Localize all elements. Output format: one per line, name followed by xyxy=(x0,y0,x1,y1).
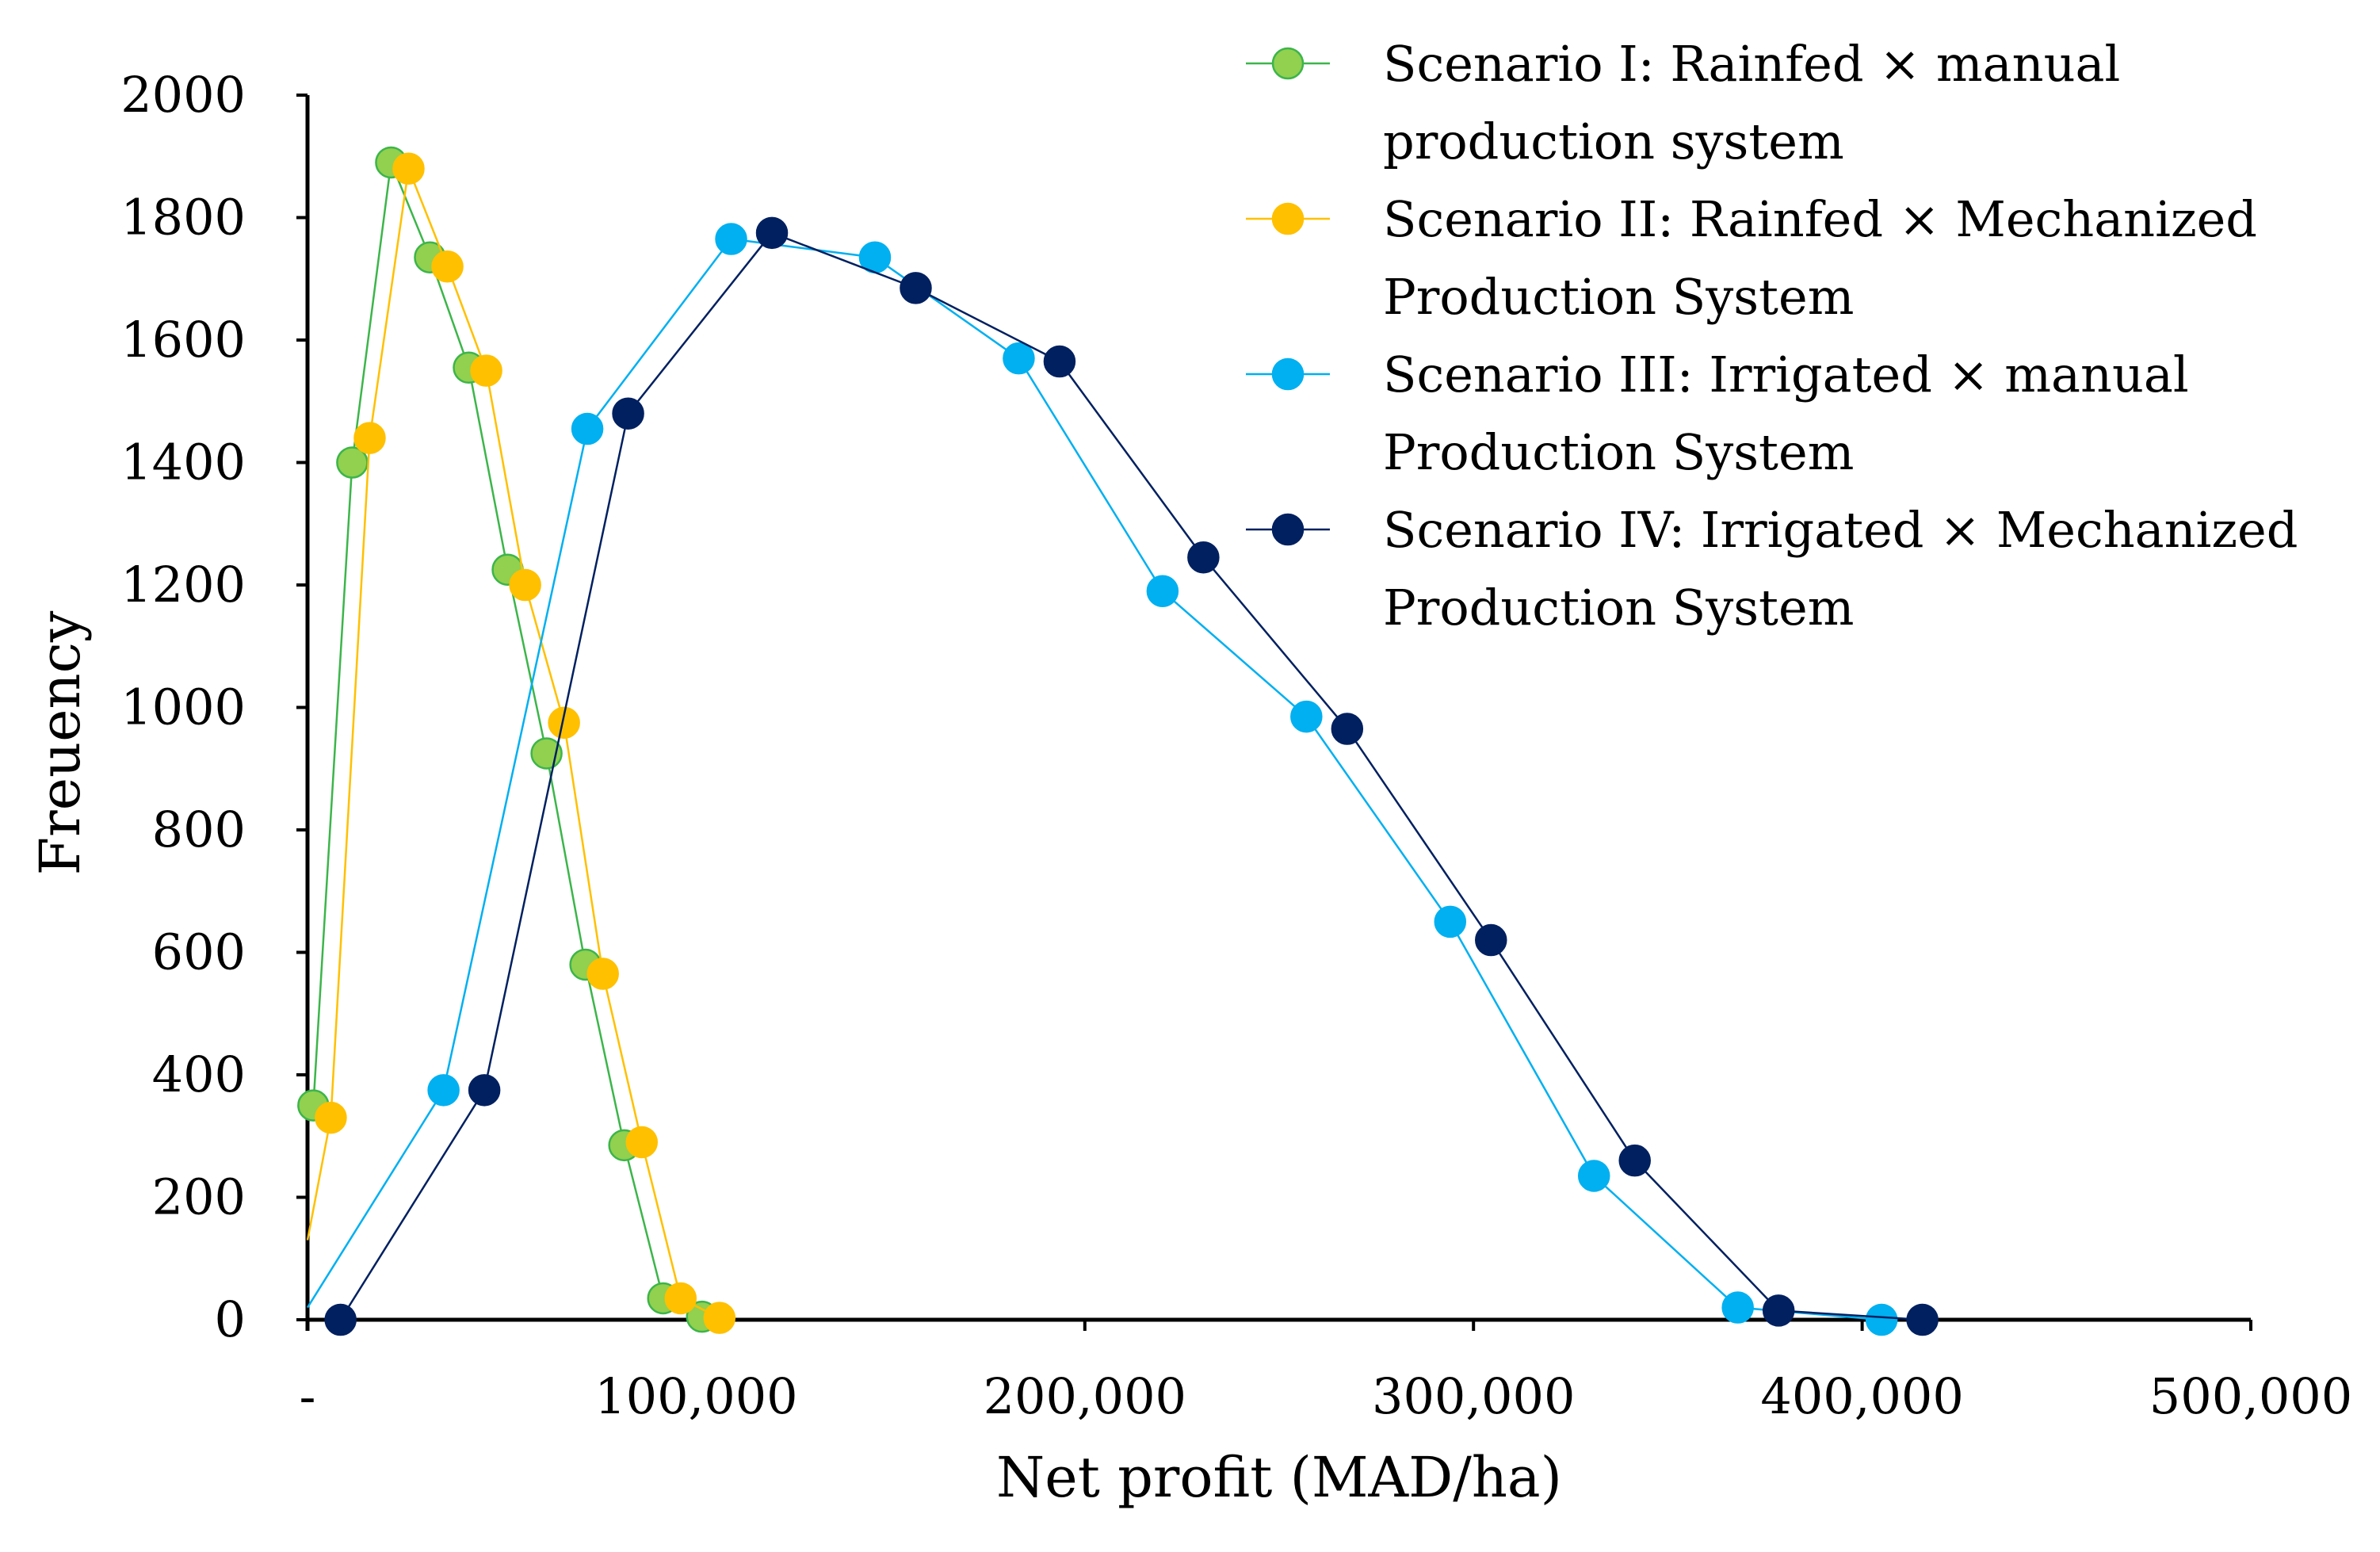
data-point xyxy=(1043,345,1076,378)
x-axis-title: Net profit (MAD/ha) xyxy=(996,1445,1562,1510)
data-point xyxy=(1762,1294,1795,1327)
y-tick-label: 200 xyxy=(152,1168,246,1226)
legend-label: Scenario II: Rainfed × Mechanized xyxy=(1383,190,2257,248)
y-tick-label: 1600 xyxy=(120,311,246,369)
x-tick-label: 400,000 xyxy=(1760,1367,1963,1425)
legend-marker-swatch xyxy=(1271,202,1305,235)
legend-entry-3: Scenario III: Irrigated × manual Producti… xyxy=(1246,346,2189,481)
data-point xyxy=(1187,541,1220,574)
y-tick-label: 400 xyxy=(152,1045,246,1103)
x-tick-label: 500,000 xyxy=(2149,1367,2352,1425)
legend-label: production system xyxy=(1383,113,1844,170)
data-point xyxy=(900,272,932,304)
legend-entry-4: Scenario IV: Irrigated × Mechanized Produ… xyxy=(1246,501,2298,636)
data-point xyxy=(1331,713,1364,745)
data-point xyxy=(1434,905,1467,938)
data-point xyxy=(427,1074,460,1107)
series-line xyxy=(306,167,720,1319)
data-point xyxy=(1721,1291,1754,1324)
legend-marker-swatch xyxy=(1271,513,1305,546)
legend-label: Scenario IV: Irrigated × Mechanized xyxy=(1383,501,2298,559)
data-point xyxy=(703,1302,736,1334)
y-tick-label: 800 xyxy=(152,801,246,858)
data-point xyxy=(1618,1144,1651,1177)
data-point xyxy=(324,1303,357,1336)
data-point xyxy=(1475,923,1507,957)
data-point xyxy=(1146,575,1179,607)
y-tick-label: 2000 xyxy=(120,66,246,124)
series-layer xyxy=(297,146,1939,1336)
data-point xyxy=(612,397,644,430)
data-point xyxy=(1865,1303,1898,1336)
data-point xyxy=(664,1282,697,1315)
legend-marker-swatch xyxy=(1271,47,1305,80)
series-1 xyxy=(297,146,719,1333)
x-tick-label: 300,000 xyxy=(1372,1367,1575,1425)
y-tick-label: 1400 xyxy=(120,434,246,491)
data-point xyxy=(530,737,563,770)
series-line xyxy=(306,161,703,1318)
legend-label: Production System xyxy=(1383,268,1854,326)
data-point xyxy=(468,1074,501,1107)
data-point xyxy=(571,412,604,445)
legend-entry-2: Scenario II: Rainfed × Mechanized Product… xyxy=(1246,190,2257,326)
data-point xyxy=(1003,342,1035,375)
y-tick-label: 1800 xyxy=(120,189,246,247)
y-tick-label: 600 xyxy=(152,923,246,981)
x-tick-label: - xyxy=(300,1367,316,1425)
axes: 0 200 400 600 800 1000 1200 1400 1600 1800 2000 - 10… xyxy=(28,66,2352,1510)
legend-label: Production System xyxy=(1383,579,1854,636)
series-3 xyxy=(306,223,1898,1336)
data-point xyxy=(1577,1160,1610,1192)
data-point xyxy=(755,216,789,250)
data-point xyxy=(431,250,464,283)
data-point xyxy=(625,1126,658,1159)
y-tick-label: 0 xyxy=(215,1290,246,1348)
data-point xyxy=(470,354,502,387)
series-4 xyxy=(324,216,1939,1336)
data-point xyxy=(586,958,619,990)
data-point xyxy=(715,223,747,255)
y-tick-label: 1000 xyxy=(120,679,246,736)
y-tick-label: 1200 xyxy=(120,556,246,614)
series-line xyxy=(339,231,1923,1321)
data-point xyxy=(509,568,541,602)
legend-label: Scenario III: Irrigated × manual xyxy=(1383,346,2189,403)
legend: Scenario I: Rainfed × manual production s… xyxy=(1246,35,2298,636)
data-point xyxy=(315,1101,347,1134)
x-tick-label: 100,000 xyxy=(594,1367,797,1425)
data-point xyxy=(1906,1303,1939,1336)
data-point xyxy=(336,446,369,479)
data-point xyxy=(392,152,425,185)
legend-label: Production System xyxy=(1383,423,1854,481)
y-axis-title: Freuency xyxy=(28,610,93,875)
legend-marker-swatch xyxy=(1271,357,1305,391)
data-point xyxy=(1290,700,1323,733)
legend-label: Scenario I: Rainfed × manual xyxy=(1383,35,2120,93)
x-tick-label: 200,000 xyxy=(984,1367,1186,1425)
data-point xyxy=(548,706,580,740)
series-2 xyxy=(306,152,736,1334)
data-point xyxy=(353,422,386,454)
series-line xyxy=(306,238,1882,1321)
legend-entry-1: Scenario I: Rainfed × manual production s… xyxy=(1246,35,2120,170)
